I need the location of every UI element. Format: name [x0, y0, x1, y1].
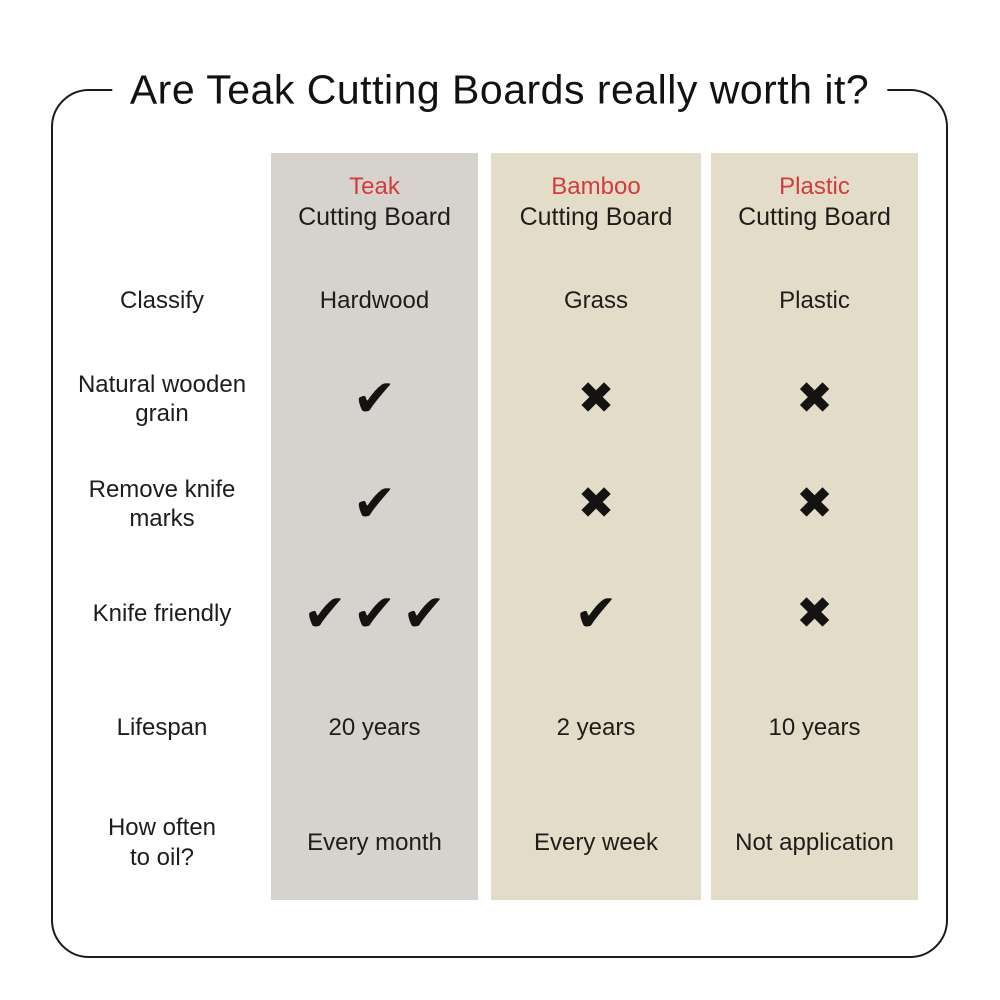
- table-cell-plastic-classify: Plastic: [779, 286, 850, 314]
- column-header-bamboo: Bamboo Cutting Board: [491, 153, 701, 253]
- row-label-natural-wooden-grain: Natural wooden grain: [77, 370, 247, 427]
- table-cell-plastic-oil: Not application: [735, 828, 894, 856]
- cross-icon: ✖: [577, 374, 615, 423]
- row-label-remove-knife-marks: Remove knife marks: [88, 475, 236, 532]
- row-label-lifespan: Lifespan: [116, 713, 208, 741]
- page-title: Are Teak Cutting Boards really worth it?: [111, 66, 888, 114]
- column-header-teak: Teak Cutting Board: [271, 153, 478, 253]
- check-icon: ✔: [574, 585, 624, 643]
- row-label-how-often-to-oil: How often to oil?: [107, 814, 217, 871]
- column-teak: Teak Cutting Board Hardwood ✔ ✔ ✔✔✔ 20 y…: [271, 153, 478, 900]
- comparison-table: Classify Natural wooden grain Remove kni…: [53, 153, 918, 900]
- table-cell-teak-oil: Every month: [307, 828, 442, 856]
- column-title-plastic: Plastic: [779, 173, 850, 201]
- row-label-spacer: [53, 153, 271, 253]
- column-title-teak: Teak: [349, 173, 400, 201]
- row-label-knife-friendly: Knife friendly: [92, 600, 232, 628]
- column-header-plastic: Plastic Cutting Board: [711, 153, 918, 253]
- column-plastic: Plastic Cutting Board Plastic ✖ ✖ ✖ 10 y…: [711, 153, 918, 900]
- check-icon: ✔: [352, 475, 403, 533]
- table-cell-teak-classify: Hardwood: [319, 286, 430, 314]
- row-label-classify: Classify: [119, 286, 204, 314]
- triple-check-icon: ✔✔✔: [303, 585, 452, 643]
- table-cell-bamboo-lifespan: 2 years: [556, 713, 636, 741]
- table-cell-bamboo-oil: Every week: [533, 828, 659, 856]
- column-title-bamboo: Bamboo: [551, 173, 641, 201]
- cross-icon: ✖: [796, 589, 833, 638]
- row-labels-column: Classify Natural wooden grain Remove kni…: [53, 153, 271, 900]
- column-subtitle-bamboo: Cutting Board: [519, 203, 673, 232]
- cross-icon: ✖: [796, 374, 833, 423]
- cross-icon: ✖: [796, 479, 833, 528]
- comparison-card: Are Teak Cutting Boards really worth it?…: [51, 66, 948, 958]
- table-cell-plastic-lifespan: 10 years: [768, 713, 861, 741]
- table-cell-bamboo-classify: Grass: [563, 286, 628, 314]
- check-icon: ✔: [352, 370, 403, 428]
- column-bamboo: Bamboo Cutting Board Grass ✖ ✖ ✔ 2 years…: [491, 153, 701, 900]
- table-cell-teak-lifespan: 20 years: [328, 713, 421, 741]
- cross-icon: ✖: [577, 479, 615, 528]
- column-subtitle-plastic: Cutting Board: [738, 203, 891, 232]
- column-subtitle-teak: Cutting Board: [298, 203, 451, 232]
